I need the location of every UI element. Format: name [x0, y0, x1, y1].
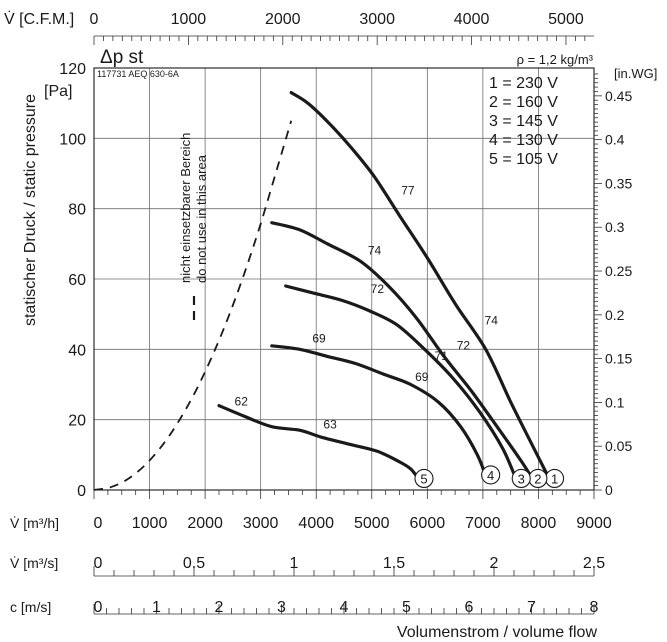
limit-label-line-1: nicht einsetzbarer Bereich — [178, 133, 193, 283]
density-label: ρ = 1,2 kg/m³ — [517, 52, 594, 67]
top-tick-label: 0 — [90, 11, 99, 28]
x-tick-label: 6 — [465, 599, 474, 616]
x-tick-label: 1.5 — [383, 555, 405, 572]
legend-entry: 2 = 160 V — [489, 94, 558, 111]
series-5-badge-label: 5 — [420, 471, 427, 486]
series-2-line — [270, 221, 535, 481]
right-tick-label: 0.15 — [605, 351, 632, 367]
efficiency-label: 71 — [435, 349, 449, 363]
legend: 1 = 230 V 2 = 160 V 3 = 145 V 4 = 130 V 5 = … — [489, 75, 558, 168]
top-tick-label: 1000 — [171, 11, 207, 28]
series: 123 4 5 77 74 74 72 72 71 69 69 62 63 — [217, 91, 565, 489]
efficiency-label: 74 — [368, 243, 382, 257]
series-5-line — [217, 404, 421, 481]
limit-label-line-2: do not use in this area — [194, 154, 209, 283]
x-tick-label: 9000 — [576, 515, 612, 532]
chart-title: Δp st — [100, 47, 144, 68]
efficiency-label: 72 — [371, 282, 385, 296]
x-tick-label: 7 — [527, 599, 536, 616]
efficiency-label: 74 — [485, 314, 499, 328]
series-4-badge-label: 4 — [487, 468, 494, 483]
x-axis-label: Volumenstrom / volume flow — [397, 624, 598, 641]
x-tick-label: 0.5 — [183, 555, 205, 572]
right-tick-label: 0.45 — [605, 88, 632, 104]
x-tick-label: 2000 — [187, 515, 223, 532]
x-tick-label: 3 — [277, 599, 286, 616]
x-axis-label-units: V̇ [m³/s] — [10, 555, 58, 571]
top-tick-label: 3000 — [359, 11, 395, 28]
top-tick-label: 4000 — [454, 11, 490, 28]
legend-entry: 4 = 130 V — [489, 132, 558, 149]
series-1-line — [289, 91, 552, 481]
y-tick-label: 0 — [77, 483, 86, 500]
x-tick-label: 4 — [340, 599, 349, 616]
right-tick-label: 0 — [605, 482, 613, 498]
series-5-badge — [414, 468, 434, 489]
right-tick-label: 0.25 — [605, 263, 632, 279]
x-tick-label: 1 — [290, 555, 299, 572]
x-axis-label-units: V̇ [m³/h] — [10, 515, 59, 531]
right-tick-label: 0.2 — [605, 307, 625, 323]
operating-limit-line — [93, 120, 293, 491]
x-tick-label: 5000 — [354, 515, 390, 532]
x-tick-label: 0 — [94, 515, 103, 532]
right-tick-label: 0.4 — [605, 132, 625, 148]
top-tick-label: 2000 — [265, 11, 301, 28]
x-tick-label: 3000 — [243, 515, 279, 532]
y-tick-label: 60 — [68, 272, 86, 289]
x-tick-label: 1000 — [132, 515, 168, 532]
x-axis-label-units: c [m/s] — [10, 599, 51, 615]
y-axis-unit: [Pa] — [44, 83, 72, 100]
x-tick-label: 8 — [590, 599, 599, 616]
x-tick-label: 7000 — [465, 515, 501, 532]
x-tick-label: 0 — [94, 599, 103, 616]
x-tick-label: 4000 — [298, 515, 334, 532]
y-tick-label: 80 — [68, 202, 86, 219]
x-tick-label: 2.5 — [583, 555, 605, 572]
limit-area: nicht einsetzbarer Bereich do not use in… — [93, 120, 293, 491]
series-1-badge-label: 1 — [551, 471, 558, 486]
y-tick-label: 100 — [59, 131, 86, 148]
y-tick-label: 40 — [68, 342, 86, 359]
right-tick-label: 0.35 — [605, 175, 632, 191]
series-2-badge-label: 2 — [534, 471, 541, 486]
legend-entry: 3 = 145 V — [489, 113, 558, 130]
x-tick-label: 2 — [490, 555, 499, 572]
top-axis-label: V̇ [C.F.M.] — [4, 10, 74, 28]
x-tick-label: 1 — [152, 599, 161, 616]
series-3-line — [284, 284, 518, 481]
right-tick-label: 0.3 — [605, 219, 625, 235]
efficiency-label: 77 — [401, 184, 415, 198]
series-3-badge — [511, 468, 531, 489]
y-tick-label: 120 — [59, 61, 86, 78]
series-4-line — [270, 344, 488, 478]
efficiency-label: 72 — [457, 338, 471, 352]
axes: 02040608010012000.050.10.150.20.250.30.3… — [4, 10, 632, 616]
top-tick-label: 5000 — [548, 11, 584, 28]
efficiency-label: 63 — [323, 417, 337, 431]
efficiency-label: 69 — [415, 370, 429, 384]
x-tick-label: 6000 — [410, 515, 446, 532]
x-tick-label: 8000 — [521, 515, 557, 532]
legend-entry: 5 = 105 V — [489, 151, 558, 168]
series-3-badge-label: 3 — [518, 471, 525, 486]
x-tick-label: 5 — [402, 599, 411, 616]
code-label: 117731 AEQ 630-6A — [97, 69, 179, 79]
series-4-badge — [481, 465, 501, 485]
right-tick-label: 0.05 — [605, 438, 632, 454]
right-axis-unit: [in.WG] — [614, 66, 657, 81]
y-axis-label: statischer Druck / static pressure — [22, 94, 39, 326]
x-tick-label: 0 — [94, 555, 103, 572]
right-tick-label: 0.1 — [605, 394, 625, 410]
legend-entry: 1 = 230 V — [489, 75, 558, 92]
efficiency-label: 62 — [235, 395, 249, 409]
y-tick-label: 20 — [68, 413, 86, 430]
efficiency-label: 69 — [312, 331, 326, 345]
x-tick-label: 2 — [215, 599, 224, 616]
